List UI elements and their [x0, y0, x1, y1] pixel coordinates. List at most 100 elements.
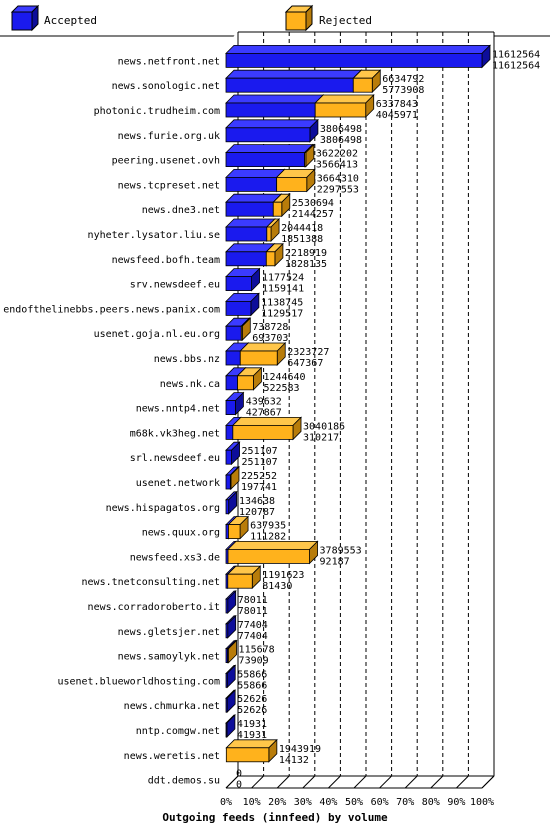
floor-tick	[328, 775, 341, 789]
plot-background	[226, 32, 494, 788]
rejected-bar-top	[231, 416, 302, 426]
accepted-bar	[225, 44, 491, 69]
offered-value-label: 1943919	[279, 744, 321, 755]
accepted-bar-face	[225, 697, 228, 713]
accepted-value-label: 0	[236, 780, 242, 791]
rejected-bar	[303, 143, 315, 168]
accepted-bar-top	[225, 144, 314, 154]
rejected-bar	[231, 416, 302, 441]
host-label: photonic.trudheim.com	[94, 106, 220, 117]
accepted-value-label: 55866	[237, 680, 267, 691]
offered-value-label: 2323727	[287, 347, 329, 358]
accepted-value-label: 77404	[238, 631, 268, 642]
host-label: peering.usenet.ovh	[112, 156, 220, 167]
host-label: news.chmurka.net	[124, 701, 220, 712]
accepted-value-label: 5773908	[382, 85, 424, 96]
host-label: news.nntp4.net	[136, 404, 220, 415]
accepted-bar	[225, 118, 319, 143]
offered-value-label: 3789553	[320, 545, 362, 556]
floor-tick	[353, 775, 367, 789]
offered-value-label: 11612564	[492, 49, 540, 60]
offered-value-label: 439632	[246, 397, 282, 408]
accepted-bar	[225, 714, 236, 738]
accepted-bar-face	[225, 400, 236, 416]
accepted-value-label: 41931	[237, 730, 267, 741]
accepted-value-label: 522583	[263, 383, 299, 394]
accepted-bar-face	[225, 102, 316, 118]
offered-value-label: 78011	[238, 595, 268, 606]
offered-value-label: 2218919	[285, 248, 327, 259]
floor-tick	[379, 775, 392, 789]
rejected-bar	[265, 242, 284, 267]
rejected-bar-face	[237, 375, 254, 391]
x-tick-label: 30%	[294, 797, 312, 808]
accepted-value-label: 120787	[239, 507, 275, 518]
legend: Accepted Rejected	[10, 4, 372, 32]
host-label: srv.newsdeef.eu	[130, 280, 220, 291]
accepted-value-label: 111282	[250, 532, 286, 543]
accepted-bar	[225, 391, 245, 416]
accepted-bar	[225, 267, 261, 292]
x-tick-label: 40%	[319, 797, 337, 808]
accepted-bar-face	[225, 722, 228, 738]
accepted-value-label: 2144257	[292, 209, 334, 220]
accepted-bar	[225, 490, 238, 515]
rejected-bar	[226, 639, 238, 664]
accepted-bar-face	[225, 226, 268, 242]
accepted-bar-face	[225, 474, 231, 490]
rejected-bar	[275, 168, 316, 193]
host-label: news.furie.org.uk	[118, 131, 220, 142]
host-label: usenet.network	[136, 478, 220, 489]
accepted-bar-face	[225, 276, 252, 292]
accepted-bar-face	[225, 499, 230, 515]
rejected-bar	[236, 366, 263, 391]
accepted-value-label: 3806498	[320, 135, 362, 146]
rejected-bar	[239, 342, 287, 366]
accepted-value-label: 693703	[252, 333, 288, 344]
host-label: usenet.blueworldhosting.com	[57, 676, 220, 687]
accepted-value-label: 3566413	[316, 160, 358, 171]
rejected-bar	[272, 193, 291, 218]
accepted-bar-face	[225, 424, 234, 440]
rejected-bar-face	[239, 350, 278, 366]
legend-rejected-label: Rejected	[319, 14, 372, 27]
floor-tick	[251, 775, 264, 789]
rejected-bar-face	[276, 176, 308, 192]
floor-tick	[302, 775, 316, 789]
offered-value-label: 1177524	[262, 273, 304, 284]
accepted-value-label: 81430	[262, 581, 292, 592]
host-label: news.tnetconsulting.net	[82, 577, 220, 588]
rejected-bar-top	[227, 541, 319, 550]
accepted-bar	[225, 143, 314, 168]
offered-value-label: 6337843	[376, 99, 418, 110]
accepted-bar	[225, 292, 260, 317]
offered-value-label: 134638	[239, 496, 275, 507]
accepted-bar	[225, 69, 363, 94]
host-label: usenet.goja.nl.eu.org	[94, 329, 220, 340]
accepted-bar-face	[225, 127, 311, 143]
host-label: news.bbs.nz	[154, 354, 220, 365]
floor-right-edge	[481, 775, 495, 789]
accepted-bar-face	[225, 673, 228, 688]
rejected-bar-top	[314, 94, 375, 104]
accepted-bar-face	[225, 201, 274, 217]
x-tick-label: 50%	[345, 797, 363, 808]
rejected-bar-face	[225, 747, 270, 763]
rejected-bar-face	[304, 152, 307, 168]
offered-value-label: 3622202	[316, 149, 358, 160]
accepted-bar	[225, 168, 286, 193]
rejected-bar	[314, 94, 375, 118]
host-label: srl.newsdeef.eu	[130, 453, 220, 464]
rejected-bar-face	[266, 226, 272, 242]
x-tick-label: 90%	[447, 797, 465, 808]
offered-value-label: 2530694	[292, 198, 334, 209]
host-label: news.quux.org	[142, 528, 220, 539]
rejected-bar-face	[229, 474, 232, 490]
accepted-bar	[225, 94, 325, 118]
accepted-value-label: 310217	[303, 432, 339, 443]
rejected-bar-face	[272, 201, 283, 217]
offered-value-label: 55866	[237, 669, 267, 680]
accepted-bar	[225, 664, 237, 689]
offered-value-label: 738728	[252, 322, 288, 333]
